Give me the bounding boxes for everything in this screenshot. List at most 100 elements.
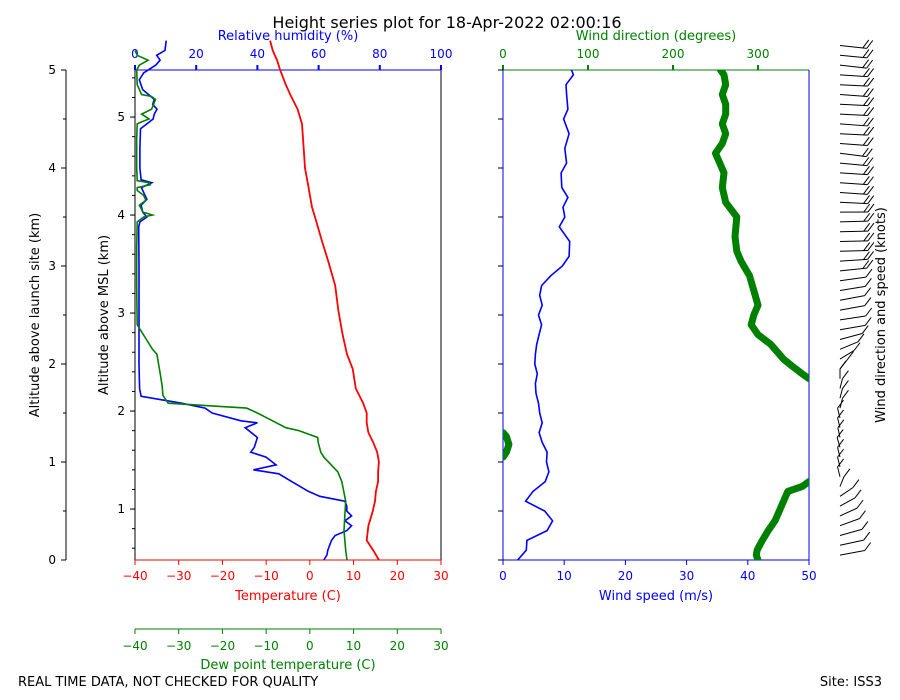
wind-barb-staff xyxy=(839,359,848,370)
wind-panel: 0 10 20 30 40 50 Wind speed (m/s) 0 100 200 300 Win… xyxy=(498,29,817,604)
wind-barb-staff xyxy=(839,182,868,186)
dewpoint-tick-label: 20 xyxy=(390,639,405,653)
wind-barb-flag xyxy=(866,49,874,59)
humidity-tick-label: 20 xyxy=(189,47,204,61)
wind-barb-staff xyxy=(839,192,868,195)
wind-barb-staff xyxy=(839,74,868,78)
dewpoint-tick-label: −10 xyxy=(253,639,278,653)
wind-barb-flag xyxy=(867,242,875,251)
wind-barb-flag xyxy=(837,458,844,468)
wind-barb-staff xyxy=(839,388,843,399)
wind-speed-axis-label: Wind speed (m/s) xyxy=(599,589,713,604)
wind-barb-flag xyxy=(867,212,875,222)
wind-barb-staff xyxy=(839,230,868,233)
wind-speed-tick-label: 50 xyxy=(801,569,816,583)
wind-barb-flag xyxy=(852,479,860,488)
wind-speed-line xyxy=(517,70,575,560)
wind-barb-staff xyxy=(839,539,864,546)
wind-barb-staff xyxy=(839,341,859,350)
wind-barb-staff xyxy=(839,333,863,340)
wind-speed-tick-label: 0 xyxy=(499,569,507,583)
wind-barb-flag xyxy=(862,87,870,97)
wind-barb-staff xyxy=(839,94,868,98)
wind-speed-tick-label: 30 xyxy=(679,569,694,583)
wind-barb-flag xyxy=(863,222,871,232)
wind-direction-line xyxy=(752,478,809,560)
wind-barb-flag xyxy=(863,106,870,116)
launch-altitude-tick-label: 2 xyxy=(48,357,56,371)
wind-barb-flag xyxy=(867,222,875,232)
wind-barb-flag xyxy=(864,317,872,326)
wind-barb-flag xyxy=(867,195,875,204)
launch-altitude-tick-label: 1 xyxy=(48,455,56,469)
wind-barb-staff xyxy=(839,240,868,242)
msl-altitude-tick-label: 4 xyxy=(117,208,125,222)
wind-barb-staff xyxy=(839,113,868,116)
wind-barb-flag xyxy=(861,521,869,530)
wind-barb-staff xyxy=(839,201,868,205)
wind-barb-flag xyxy=(863,251,870,260)
wind-barb-staff xyxy=(839,45,867,49)
wind-barb-flag xyxy=(863,232,871,242)
wind-barb-flag xyxy=(853,342,861,351)
wind-barb-flag xyxy=(865,307,873,317)
wind-barb-flag xyxy=(857,333,865,343)
wind-barb-staff xyxy=(839,123,868,127)
temperature-tick-label: 20 xyxy=(390,569,405,583)
wind-direction-tick-label: 0 xyxy=(499,47,507,61)
wind-barb-staff xyxy=(839,258,868,262)
wind-barb-flag xyxy=(862,156,870,166)
wind-barb-flag xyxy=(862,176,870,185)
wind-barb-flag xyxy=(864,542,872,551)
wind-barb-staff xyxy=(839,267,867,272)
launch-altitude-tick-label: 0 xyxy=(48,553,56,567)
wind-barb-flag xyxy=(864,297,872,306)
wind-barb-staff xyxy=(839,476,845,487)
wind-barb-flag xyxy=(837,439,844,448)
wind-barb-flag xyxy=(867,186,874,195)
temperature-tick-label: 0 xyxy=(306,569,314,583)
wind-barb-flag xyxy=(867,251,874,260)
dewpoint-tick-label: −40 xyxy=(122,639,147,653)
footer-site: Site: ISS3 xyxy=(820,675,882,690)
wind-barb-flag xyxy=(865,268,873,278)
wind-barb-flag xyxy=(862,39,870,49)
dewpoint-tick-label: −30 xyxy=(166,639,191,653)
wind-barb-flag xyxy=(843,468,851,478)
wind-barb-flag xyxy=(866,157,874,166)
wind-barb-staff xyxy=(839,398,843,409)
wind-barb-flag xyxy=(866,59,874,69)
humidity-tick-label: 40 xyxy=(250,47,265,61)
wind-barb-flag xyxy=(847,351,854,360)
wind-barb-staff xyxy=(839,276,867,282)
wind-barb-flag xyxy=(859,510,866,519)
wind-barb-flag xyxy=(866,88,874,97)
wind-barb-staff xyxy=(839,528,863,536)
dewpoint-axis-label: Dew point temperature (C) xyxy=(200,658,375,673)
wind-barb-staff xyxy=(839,305,865,311)
wind-barb-staff xyxy=(837,447,841,458)
temperature-tick-label: 30 xyxy=(433,569,448,583)
wind-barb-flag xyxy=(863,68,870,77)
wind-barb-flag xyxy=(863,203,871,213)
temperature-line xyxy=(269,40,380,561)
wind-barb-staff xyxy=(839,133,868,136)
wind-barb-flag xyxy=(863,531,871,541)
wind-barb-staff xyxy=(839,285,866,291)
wind-barb-staff xyxy=(839,84,868,87)
wind-barb-flag xyxy=(861,325,869,334)
wind-barb-flag xyxy=(863,242,871,251)
wind-barb-flag xyxy=(837,409,844,419)
wind-barb-flag xyxy=(861,147,869,157)
wind-barb-flag xyxy=(862,185,870,195)
wind-barb-flag xyxy=(862,117,870,126)
humidity-tick-label: 60 xyxy=(311,47,326,61)
humidity-tick-label: 100 xyxy=(430,47,453,61)
wind-barb-flag xyxy=(864,287,872,296)
wind-barb-flag xyxy=(842,370,849,380)
wind-barb-flag xyxy=(863,97,870,106)
wind-barb-flag xyxy=(862,59,870,68)
wind-direction-axis-label: Wind direction (degrees) xyxy=(576,29,736,44)
wind-barb-staff xyxy=(836,437,841,448)
msl-altitude-tick-label: 5 xyxy=(117,110,125,124)
